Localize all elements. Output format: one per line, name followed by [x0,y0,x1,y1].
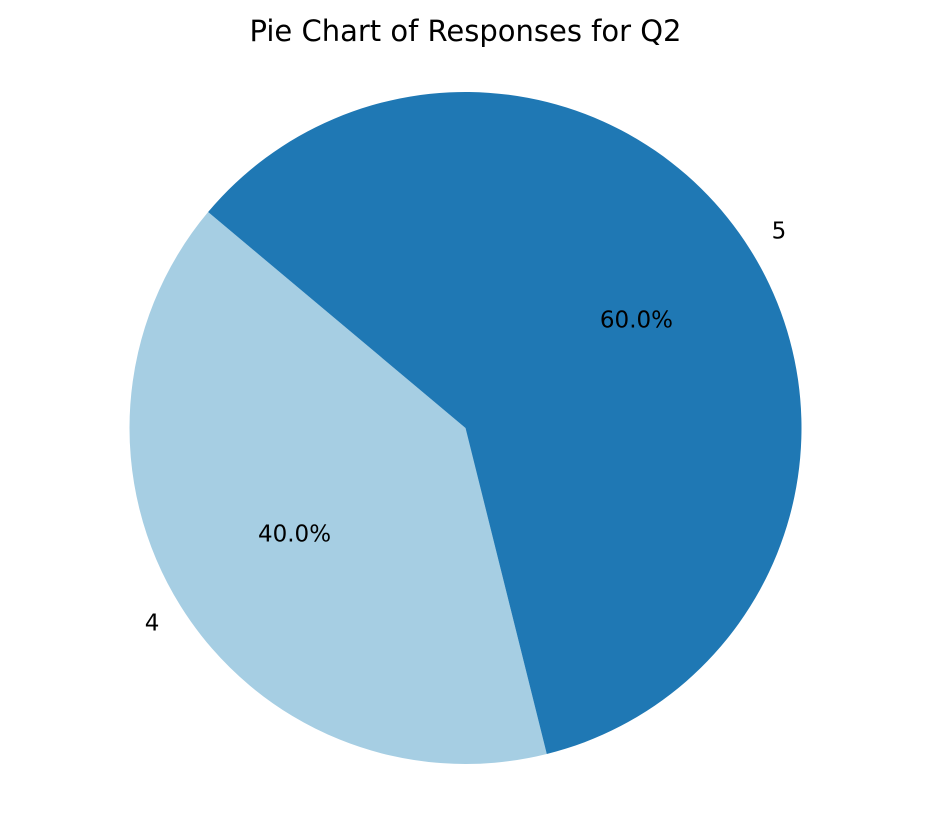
pie-slice-4 [129,212,547,764]
slice-percent-5: 60.0% [600,308,673,334]
pie-labels: 4 40.0% 5 60.0% [145,219,787,637]
pie-slices [129,92,802,764]
slice-label-5: 5 [772,219,787,245]
chart-title: Pie Chart of Responses for Q2 [249,14,682,48]
slice-label-4: 4 [145,610,160,636]
slice-percent-4: 40.0% [258,521,331,547]
pie-slice-5 [208,92,802,755]
